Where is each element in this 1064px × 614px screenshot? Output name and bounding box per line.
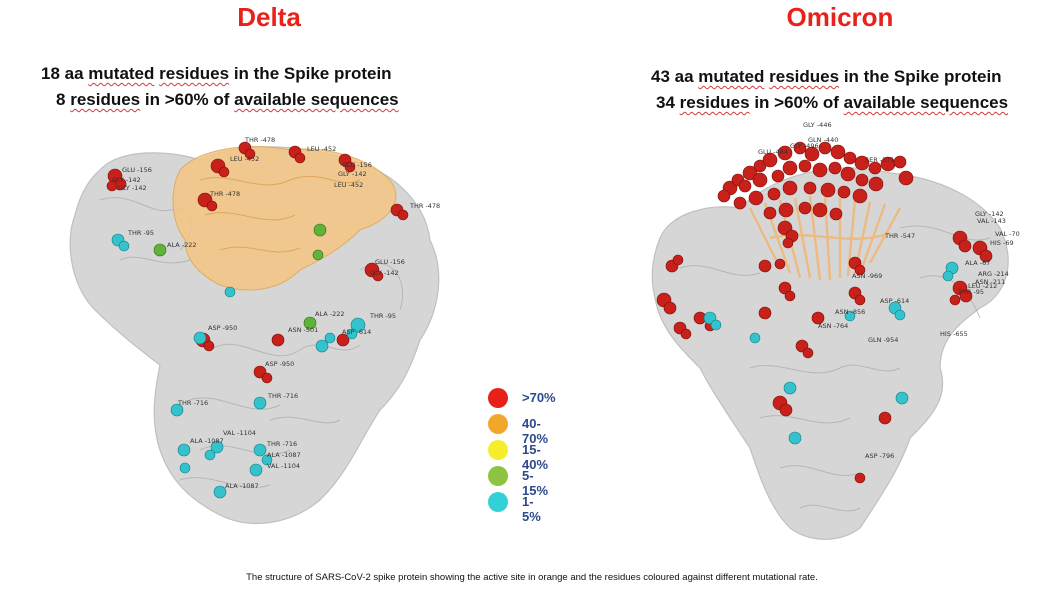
residue-label: GLY -142 [112, 176, 141, 184]
residue-label: ALA -1087 [267, 451, 301, 459]
residue-label: GLY -142 [975, 210, 1004, 218]
delta-spike-structure: THR -478 LEU -452 GLU -156 GLY -142 LEU … [69, 136, 440, 525]
residue-label: ALA -1087 [225, 482, 259, 490]
residue-label: THR -716 [267, 392, 298, 400]
residue-label: ALA -1087 [190, 437, 224, 445]
residue-label: GLU -484 [758, 148, 788, 156]
residue-label: ALA -222 [315, 310, 344, 318]
delta-subtitle-line1: 18 aa mutated residues in the Spike prot… [41, 64, 392, 83]
residue-label: VAL -70 [995, 230, 1020, 238]
residue-label: ASP -950 [208, 324, 237, 332]
residue-label: ASP -950 [265, 360, 294, 368]
legend-swatch [488, 414, 508, 434]
residue-label: VAL -1104 [267, 462, 300, 470]
omicron-title: Omicron [786, 2, 894, 32]
residue-label: ASN -501 [288, 326, 318, 334]
omicron-subtitle-line2: 34 residues in >60% of available sequenc… [656, 93, 1009, 112]
residue-label: ASP -614 [880, 297, 909, 305]
residue-label: HIS -655 [940, 330, 968, 338]
residue-label: GLU -156 [375, 258, 405, 266]
residue-label: ASN -764 [818, 322, 848, 330]
legend-label: 1-5% [522, 494, 541, 524]
residue-label: THR -478 [244, 136, 275, 144]
residue-label: ASN -211 [975, 278, 1005, 286]
residue-label: VAL -143 [977, 217, 1006, 225]
residue-label: GLU -156 [342, 161, 372, 169]
residue-label: LEU -212 [968, 282, 997, 290]
residue-label: THR -478 [209, 190, 240, 198]
residue-label: GLN -954 [868, 336, 898, 344]
residue-label: ASP -614 [342, 328, 371, 336]
legend-swatch [488, 492, 508, 512]
residue-label: ALA -67 [965, 259, 990, 267]
figure-caption: The structure of SARS-CoV-2 spike protei… [246, 572, 818, 583]
residue-label: GLU -156 [122, 166, 152, 174]
residue-label: THR -95 [369, 312, 396, 320]
residue-label: ASN -856 [835, 308, 865, 316]
omicron-spike-structure: GLY -446 GLN -440 GLU -484 GLY -496 SER … [651, 121, 1020, 540]
delta-title: Delta [237, 2, 301, 32]
residue-label: GLY -496 [790, 142, 819, 150]
residue-label: THR -95 [127, 229, 154, 237]
residue-label: THR -716 [266, 440, 297, 448]
legend-label: >70% [522, 390, 556, 405]
residue-label: SER -371 [865, 156, 895, 164]
legend-label: 15-40% [522, 442, 549, 472]
residue-label: GLN -440 [808, 136, 838, 144]
residue-label: GLY -142 [370, 269, 399, 277]
residue-label: THR -478 [409, 202, 440, 210]
residue-label: GLY -142 [338, 170, 367, 178]
residue-label: THR -547 [884, 232, 915, 240]
residue-label: VAL -1104 [223, 429, 256, 437]
legend-swatch [488, 466, 508, 486]
residue-label: LEU -452 [307, 145, 336, 153]
residue-label: THR -95 [957, 288, 984, 296]
residue-label: THR -716 [177, 399, 208, 407]
residue-label: ASN -969 [852, 272, 882, 280]
residue-label: ALA -222 [167, 241, 196, 249]
residue-label: ARG -214 [978, 270, 1009, 278]
residue-label: GLY -142 [118, 184, 147, 192]
legend-label: 40-70% [522, 416, 549, 446]
delta-subtitle-line2: 8 residues in >60% of available sequence… [56, 90, 399, 109]
residue-label: ASP -796 [865, 452, 894, 460]
legend-swatch [488, 440, 508, 460]
legend-swatch [488, 388, 508, 408]
residue-label: LEU -452 [334, 181, 363, 189]
omicron-protein-body [651, 167, 1009, 540]
residue-label: GLY -446 [803, 121, 832, 129]
omicron-subtitle-line1: 43 aa mutated residues in the Spike prot… [651, 67, 1002, 86]
residue-label: HIS -69 [990, 239, 1014, 247]
legend-label: 5-15% [522, 468, 549, 498]
residue-label: LEU -452 [230, 155, 259, 163]
